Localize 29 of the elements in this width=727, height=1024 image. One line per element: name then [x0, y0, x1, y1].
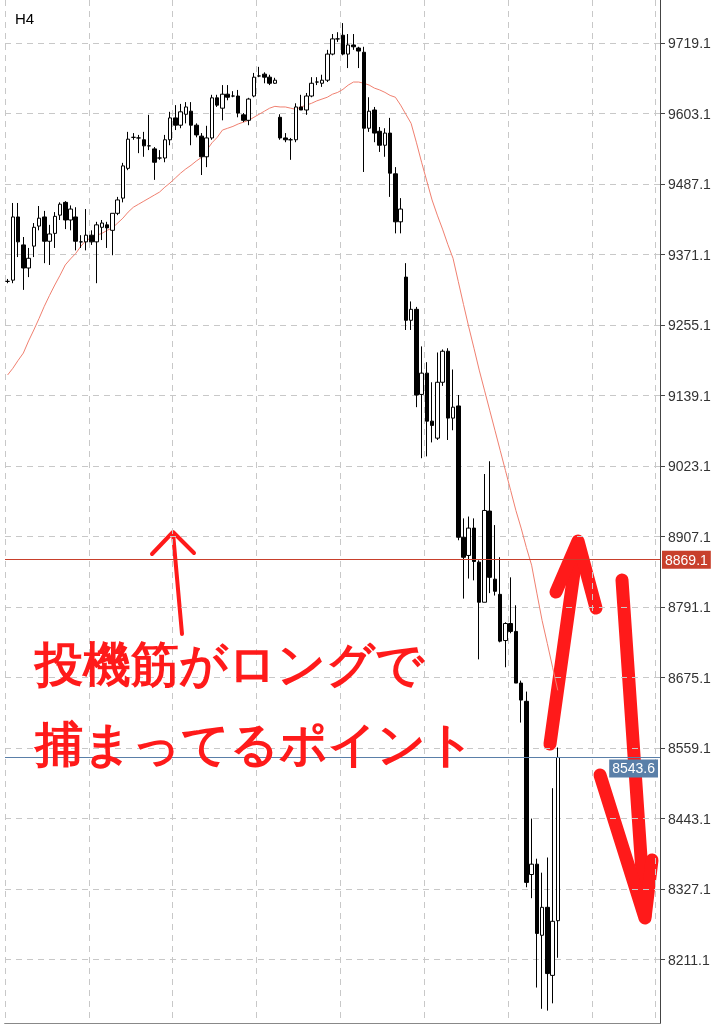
- candlestick: [493, 524, 497, 597]
- y-tick-label: 8675.1: [668, 669, 712, 686]
- ref-line-label: 8543.6: [612, 760, 656, 777]
- annotation: 投機筋がロングで: [33, 636, 425, 692]
- candlestick: [236, 89, 240, 118]
- y-tick-label: 9139.1: [668, 387, 712, 404]
- candlestick: [32, 222, 36, 258]
- y-tick-label: 9255.1: [668, 317, 712, 334]
- text: H4: [15, 10, 35, 27]
- line-series: [7, 81, 559, 691]
- y-tick-label: 8327.1: [668, 881, 712, 898]
- y-tick-label: 9023.1: [668, 458, 712, 475]
- y-tick-label: 8907.1: [668, 528, 712, 545]
- candlestick: [252, 72, 256, 98]
- candlestick: [147, 114, 151, 151]
- candlestick: [556, 746, 560, 959]
- y-tick-label: 9371.1: [668, 246, 712, 263]
- y-tick-label: 8559.1: [668, 740, 712, 757]
- candlestick: [142, 131, 146, 158]
- candlestick: [356, 46, 361, 69]
- y-tick-label: 8211.1: [668, 951, 710, 968]
- y-tick-label: 8443.1: [668, 810, 712, 827]
- y-tick-label: 8791.1: [668, 599, 712, 616]
- ref-line-label: 8869.1: [665, 551, 709, 568]
- candlestick: [136, 134, 141, 154]
- y-tick-label: 9603.1: [668, 105, 712, 122]
- annotation: 捕まってるポイント: [33, 716, 475, 772]
- y-tick-label: 9719.1: [668, 35, 712, 52]
- y-tick-label: 9487.1: [668, 176, 712, 193]
